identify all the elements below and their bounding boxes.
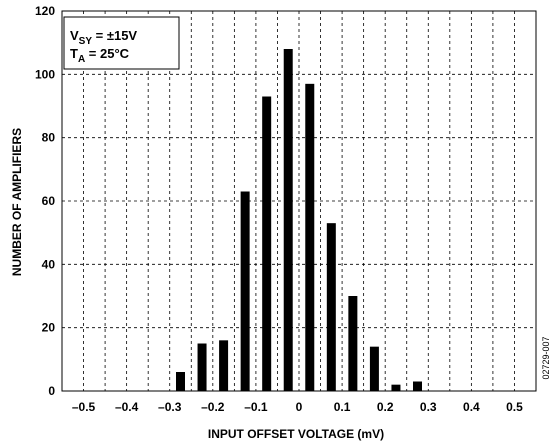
y-tick-label: 0 [48, 384, 55, 398]
bar [176, 372, 185, 391]
bar [197, 343, 207, 391]
x-tick-label: –0.1 [244, 400, 268, 414]
x-axis-label: INPUT OFFSET VOLTAGE (mV) [208, 427, 384, 441]
legend-ta: TA = 25°C [70, 46, 130, 65]
x-tick-label: 0 [296, 400, 303, 414]
y-tick-label: 60 [42, 194, 56, 208]
legend: VSY = ±15V TA = 25°C [63, 16, 180, 70]
bar [369, 346, 379, 391]
x-tick-label: –0.3 [158, 400, 182, 414]
bar [283, 49, 293, 391]
y-tick-label: 40 [42, 257, 56, 271]
y-tick-label: 120 [35, 4, 55, 18]
bar [348, 296, 358, 391]
x-tick-label: –0.4 [115, 400, 139, 414]
x-tick-labels: –0.5 –0.4 –0.3 –0.2 –0.1 0 0.1 0.2 0.3 0.4 0.5 [72, 400, 523, 414]
x-tick-label: 0.5 [506, 400, 523, 414]
bars [176, 49, 422, 391]
y-tick-labels: 0 20 40 60 80 100 120 [35, 4, 55, 398]
y-tick-label: 20 [42, 321, 56, 335]
x-tick-label: 0.3 [420, 400, 437, 414]
y-tick-label: 100 [35, 67, 55, 81]
x-tick-label: 0.1 [334, 400, 351, 414]
bar [240, 191, 250, 391]
legend-vsy: VSY = ±15V [70, 28, 137, 47]
bar [262, 96, 272, 391]
bar [413, 381, 422, 391]
legend-box [63, 16, 180, 70]
x-tick-label: –0.5 [72, 400, 96, 414]
x-tick-label: –0.2 [201, 400, 225, 414]
figure-code: 02729-007 [541, 336, 551, 379]
y-axis-label: NUMBER OF AMPLIFIERS [10, 128, 24, 276]
bar [326, 223, 336, 391]
bar [305, 83, 315, 391]
x-tick-label: 0.2 [377, 400, 394, 414]
y-tick-label: 80 [42, 131, 56, 145]
bar [219, 340, 229, 391]
plot-frame [61, 10, 537, 392]
grid-lines [62, 11, 536, 391]
x-tick-label: 0.4 [463, 400, 480, 414]
bar [391, 384, 401, 391]
